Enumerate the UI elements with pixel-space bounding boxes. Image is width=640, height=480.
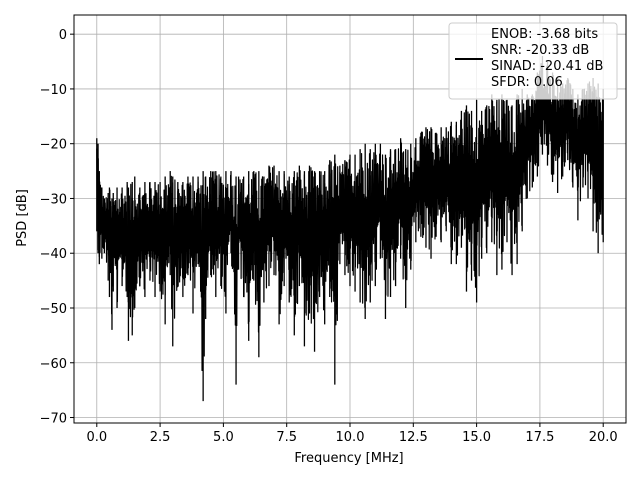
x-tick-label: 15.0 xyxy=(462,430,491,445)
legend-sfdr: SFDR: 0.06 xyxy=(491,75,563,90)
y-tick-label: −40 xyxy=(40,247,67,262)
y-tick-label: −60 xyxy=(40,357,67,372)
y-axis-label: PSD [dB] xyxy=(15,189,30,247)
y-tick-label: −70 xyxy=(40,412,67,427)
x-tick-label: 20.0 xyxy=(589,430,618,445)
x-tick-label: 7.5 xyxy=(276,430,297,445)
x-tick-label: 5.0 xyxy=(213,430,234,445)
x-axis-label: Frequency [MHz] xyxy=(294,451,403,466)
y-axis-ticks: 0 −10 −20 −30 −40 −50 −60 −70 xyxy=(40,28,74,427)
y-tick-label: 0 xyxy=(59,28,67,43)
x-tick-label: 12.5 xyxy=(399,430,428,445)
x-tick-label: 17.5 xyxy=(525,430,554,445)
x-tick-label: 0.0 xyxy=(86,430,107,445)
y-tick-label: −50 xyxy=(40,302,67,317)
legend-snr: SNR: -20.33 dB xyxy=(491,43,589,58)
x-tick-label: 2.5 xyxy=(150,430,171,445)
legend: ENOB: -3.68 bits SNR: -20.33 dB SINAD: -… xyxy=(448,22,618,100)
legend-sinad: SINAD: -20.41 dB xyxy=(491,59,603,74)
x-axis-ticks: 0.0 2.5 5.0 7.5 10.0 12.5 15.0 17.5 20.0 xyxy=(86,423,618,445)
legend-box xyxy=(448,22,618,100)
y-tick-label: −30 xyxy=(40,192,67,207)
x-tick-label: 10.0 xyxy=(336,430,365,445)
y-tick-label: −20 xyxy=(40,138,67,153)
y-tick-label: −10 xyxy=(40,83,67,98)
legend-enob: ENOB: -3.68 bits xyxy=(491,27,598,42)
